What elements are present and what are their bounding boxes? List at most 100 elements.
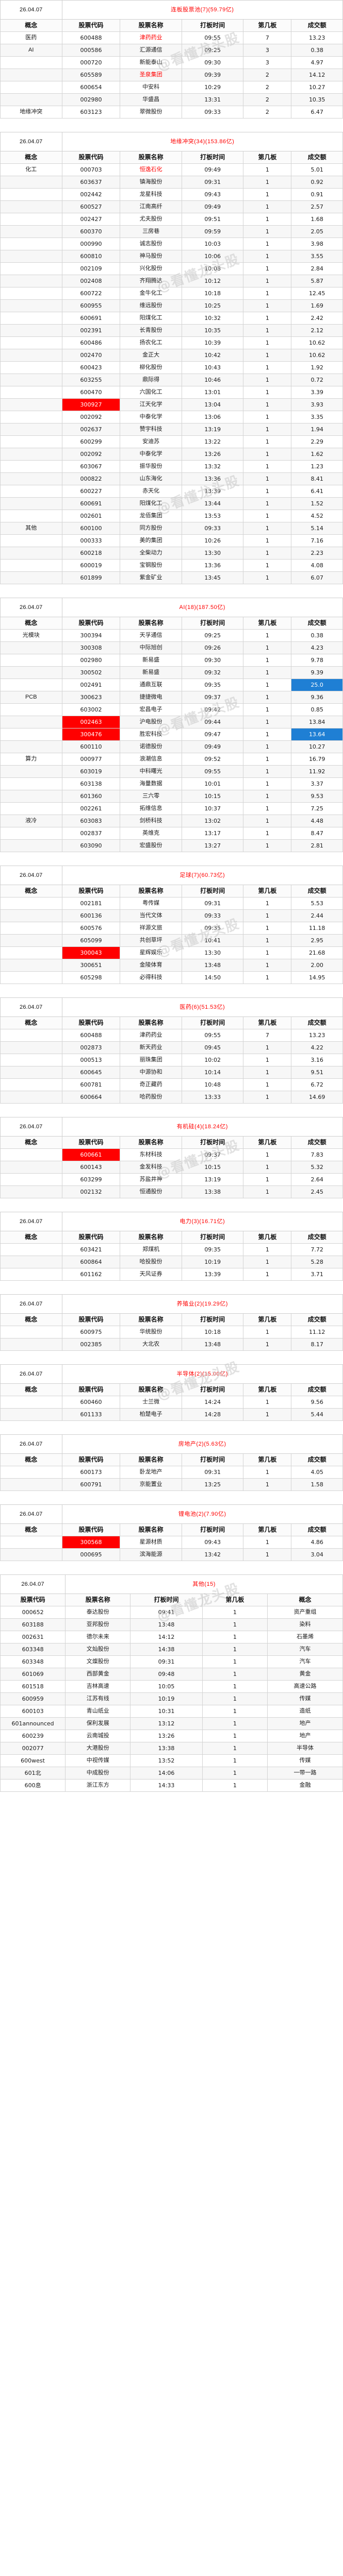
stock-code[interactable]: 600661: [61, 1148, 121, 1161]
table-row[interactable]: 601899 紫金矿业 13:45 1 6.07: [0, 571, 343, 584]
table-row[interactable]: 601360 三六零 10:15 1 9.53: [0, 790, 343, 803]
stock-code[interactable]: 002631: [0, 1631, 66, 1643]
stock-code[interactable]: 000703: [61, 163, 121, 176]
table-row[interactable]: 600019 宝钢股份 13:36 1 4.08: [0, 559, 343, 572]
table-row[interactable]: 600488 津药药业 09:55 7 13.23: [0, 1029, 343, 1042]
stock-name[interactable]: 浙江东方: [65, 1779, 131, 1792]
table-row[interactable]: 002408 齐翔腾达 10:12 1 5.87: [0, 275, 343, 287]
stock-name[interactable]: 山东海化: [120, 472, 182, 485]
stock-code[interactable]: 002132: [61, 1185, 121, 1198]
stock-code[interactable]: 600370: [61, 225, 121, 238]
table-row[interactable]: 600470 六国化工 13:01 1 3.39: [0, 386, 343, 399]
stock-code[interactable]: 600136: [61, 909, 121, 922]
table-row[interactable]: 603090 宏盛股份 13:27 1 2.81: [0, 839, 343, 852]
stock-name[interactable]: 当代文体: [120, 909, 182, 922]
table-row[interactable]: 000333 美的集团 10:26 1 7.16: [0, 534, 343, 547]
table-row[interactable]: 601518 吉林高速 10:05 1 高速公路: [0, 1680, 343, 1693]
table-row[interactable]: 600955 维远股份 10:25 1 1.69: [0, 299, 343, 312]
table-row[interactable]: 601069 西部黄金 09:48 1 黄金: [0, 1668, 343, 1681]
stock-name[interactable]: 同方股份: [120, 522, 182, 535]
stock-code[interactable]: 300394: [61, 629, 121, 642]
stock-name[interactable]: 华统股份: [120, 1326, 182, 1338]
table-row[interactable]: 002109 兴化股份 10:08 1 2.84: [0, 262, 343, 275]
table-row[interactable]: 600781 奇正藏药 10:48 1 6.72: [0, 1078, 343, 1091]
table-row[interactable]: 002601 龙佰集团 13:53 1 4.52: [0, 510, 343, 522]
stock-code[interactable]: 603299: [61, 1173, 121, 1186]
stock-name[interactable]: 兴化股份: [120, 262, 182, 275]
stock-code[interactable]: 600975: [61, 1326, 121, 1338]
table-row[interactable]: 其他 600100 同方股份 09:33 1 5.14: [0, 522, 343, 535]
table-row[interactable]: 600959 江苏有线 10:19 1 传媒: [0, 1692, 343, 1705]
stock-name[interactable]: 江天化学: [120, 398, 182, 411]
stock-name[interactable]: 中成股份: [65, 1767, 131, 1780]
stock-code[interactable]: 002980: [61, 654, 121, 667]
stock-code[interactable]: 603090: [61, 839, 121, 852]
stock-code[interactable]: 000977: [61, 753, 121, 766]
table-row[interactable]: 600299 安迪苏 13:22 1 2.29: [0, 435, 343, 448]
stock-name[interactable]: 翠微股份: [120, 106, 182, 118]
table-row[interactable]: 600486 扬农化工 10:39 1 10.62: [0, 336, 343, 349]
table-row[interactable]: 002470 金正大 10:42 1 10.62: [0, 349, 343, 362]
table-row[interactable]: 002427 尤夫股份 09:51 1 1.68: [0, 213, 343, 226]
stock-code[interactable]: 603421: [61, 1243, 121, 1256]
stock-name[interactable]: 龙星科技: [120, 188, 182, 201]
table-row[interactable]: 002980 华盛昌 13:31 2 10.35: [0, 93, 343, 106]
stock-name[interactable]: 齐翔腾达: [120, 275, 182, 287]
stock-code[interactable]: 002873: [61, 1041, 121, 1054]
stock-code[interactable]: 002637: [61, 423, 121, 436]
stock-name[interactable]: 新能泰山: [120, 56, 182, 69]
stock-code[interactable]: 600019: [61, 559, 121, 572]
stock-name[interactable]: 三房巷: [120, 225, 182, 238]
table-row[interactable]: 002837 英维克 13:17 1 8.47: [0, 827, 343, 840]
table-row[interactable]: 002391 长青股份 10:35 1 2.12: [0, 324, 343, 337]
stock-code[interactable]: 603138: [61, 777, 121, 790]
stock-code[interactable]: 601北: [0, 1767, 66, 1780]
table-row[interactable]: 600west 中视传媒 13:52 1 传媒: [0, 1754, 343, 1767]
stock-name[interactable]: 奇正藏药: [120, 1078, 182, 1091]
table-row[interactable]: 化工 000703 恒逸石化 09:49 1 5.01: [0, 163, 343, 176]
table-row[interactable]: 600460 士兰微 14:24 1 9.56: [0, 1396, 343, 1409]
stock-name[interactable]: 恒逸石化: [120, 163, 182, 176]
table-row[interactable]: 600864 哈投股份 10:19 1 5.28: [0, 1256, 343, 1268]
table-row[interactable]: 300568 星源材质 09:43 1 4.86: [0, 1536, 343, 1549]
stock-code[interactable]: 603348: [0, 1643, 66, 1656]
stock-name[interactable]: 新易盛: [120, 666, 182, 679]
table-row[interactable]: 000513 丽珠集团 10:02 1 3.16: [0, 1054, 343, 1066]
stock-name[interactable]: 必得科技: [120, 971, 182, 984]
stock-name[interactable]: 中泰化学: [120, 411, 182, 423]
stock-code[interactable]: 600691: [61, 497, 121, 510]
table-row[interactable]: 603067 振华股份 13:32 1 1.23: [0, 460, 343, 473]
table-row[interactable]: 002077 大港股份 13:38 1 半导体: [0, 1742, 343, 1755]
stock-code[interactable]: 000652: [0, 1606, 66, 1619]
stock-code[interactable]: 002077: [0, 1742, 66, 1755]
stock-name[interactable]: 哈投股份: [120, 1256, 182, 1268]
stock-code[interactable]: 000333: [61, 534, 121, 547]
stock-code[interactable]: 300651: [61, 959, 121, 972]
stock-name[interactable]: 保利发展: [65, 1717, 131, 1730]
stock-code[interactable]: 603002: [61, 703, 121, 716]
table-row[interactable]: 603188 亚邦股份 13:48 1 染料: [0, 1618, 343, 1631]
stock-name[interactable]: 紫金矿业: [120, 571, 182, 584]
table-row[interactable]: 603019 中科曙光 09:55 1 11.92: [0, 765, 343, 778]
table-row[interactable]: 300502 新易盛 09:32 1 9.39: [0, 666, 343, 679]
table-row[interactable]: 601162 天风证券 13:39 1 3.71: [0, 1268, 343, 1281]
stock-code[interactable]: 300476: [61, 728, 121, 741]
stock-code[interactable]: 605099: [61, 934, 121, 947]
table-row[interactable]: 605298 必得科技 14:50 1 14.95: [0, 971, 343, 984]
table-row[interactable]: 002631 德尔未来 14:12 1 石墨烯: [0, 1631, 343, 1643]
stock-name[interactable]: 恒通股份: [120, 1185, 182, 1198]
stock-name[interactable]: 文燦股份: [65, 1655, 131, 1668]
table-row[interactable]: 002132 恒通股份 13:38 1 2.45: [0, 1185, 343, 1198]
table-row[interactable]: 算力 000977 浪潮信息 09:52 1 16.79: [0, 753, 343, 766]
stock-code[interactable]: 600955: [61, 299, 121, 312]
table-row[interactable]: 002873 新天药业 09:45 1 4.22: [0, 1041, 343, 1054]
table-row[interactable]: 600218 全柴动力 13:30 1 2.23: [0, 547, 343, 560]
stock-code[interactable]: 600488: [61, 31, 121, 44]
stock-code[interactable]: 000513: [61, 1054, 121, 1066]
table-row[interactable]: 600645 中源协和 10:14 1 9.51: [0, 1066, 343, 1079]
stock-name[interactable]: 六国化工: [120, 386, 182, 399]
stock-name[interactable]: 大北农: [120, 1338, 182, 1351]
stock-name[interactable]: 德尔未来: [65, 1631, 131, 1643]
stock-code[interactable]: 300927: [61, 398, 121, 411]
table-row[interactable]: 600息 浙江东方 14:33 1 金融: [0, 1779, 343, 1792]
